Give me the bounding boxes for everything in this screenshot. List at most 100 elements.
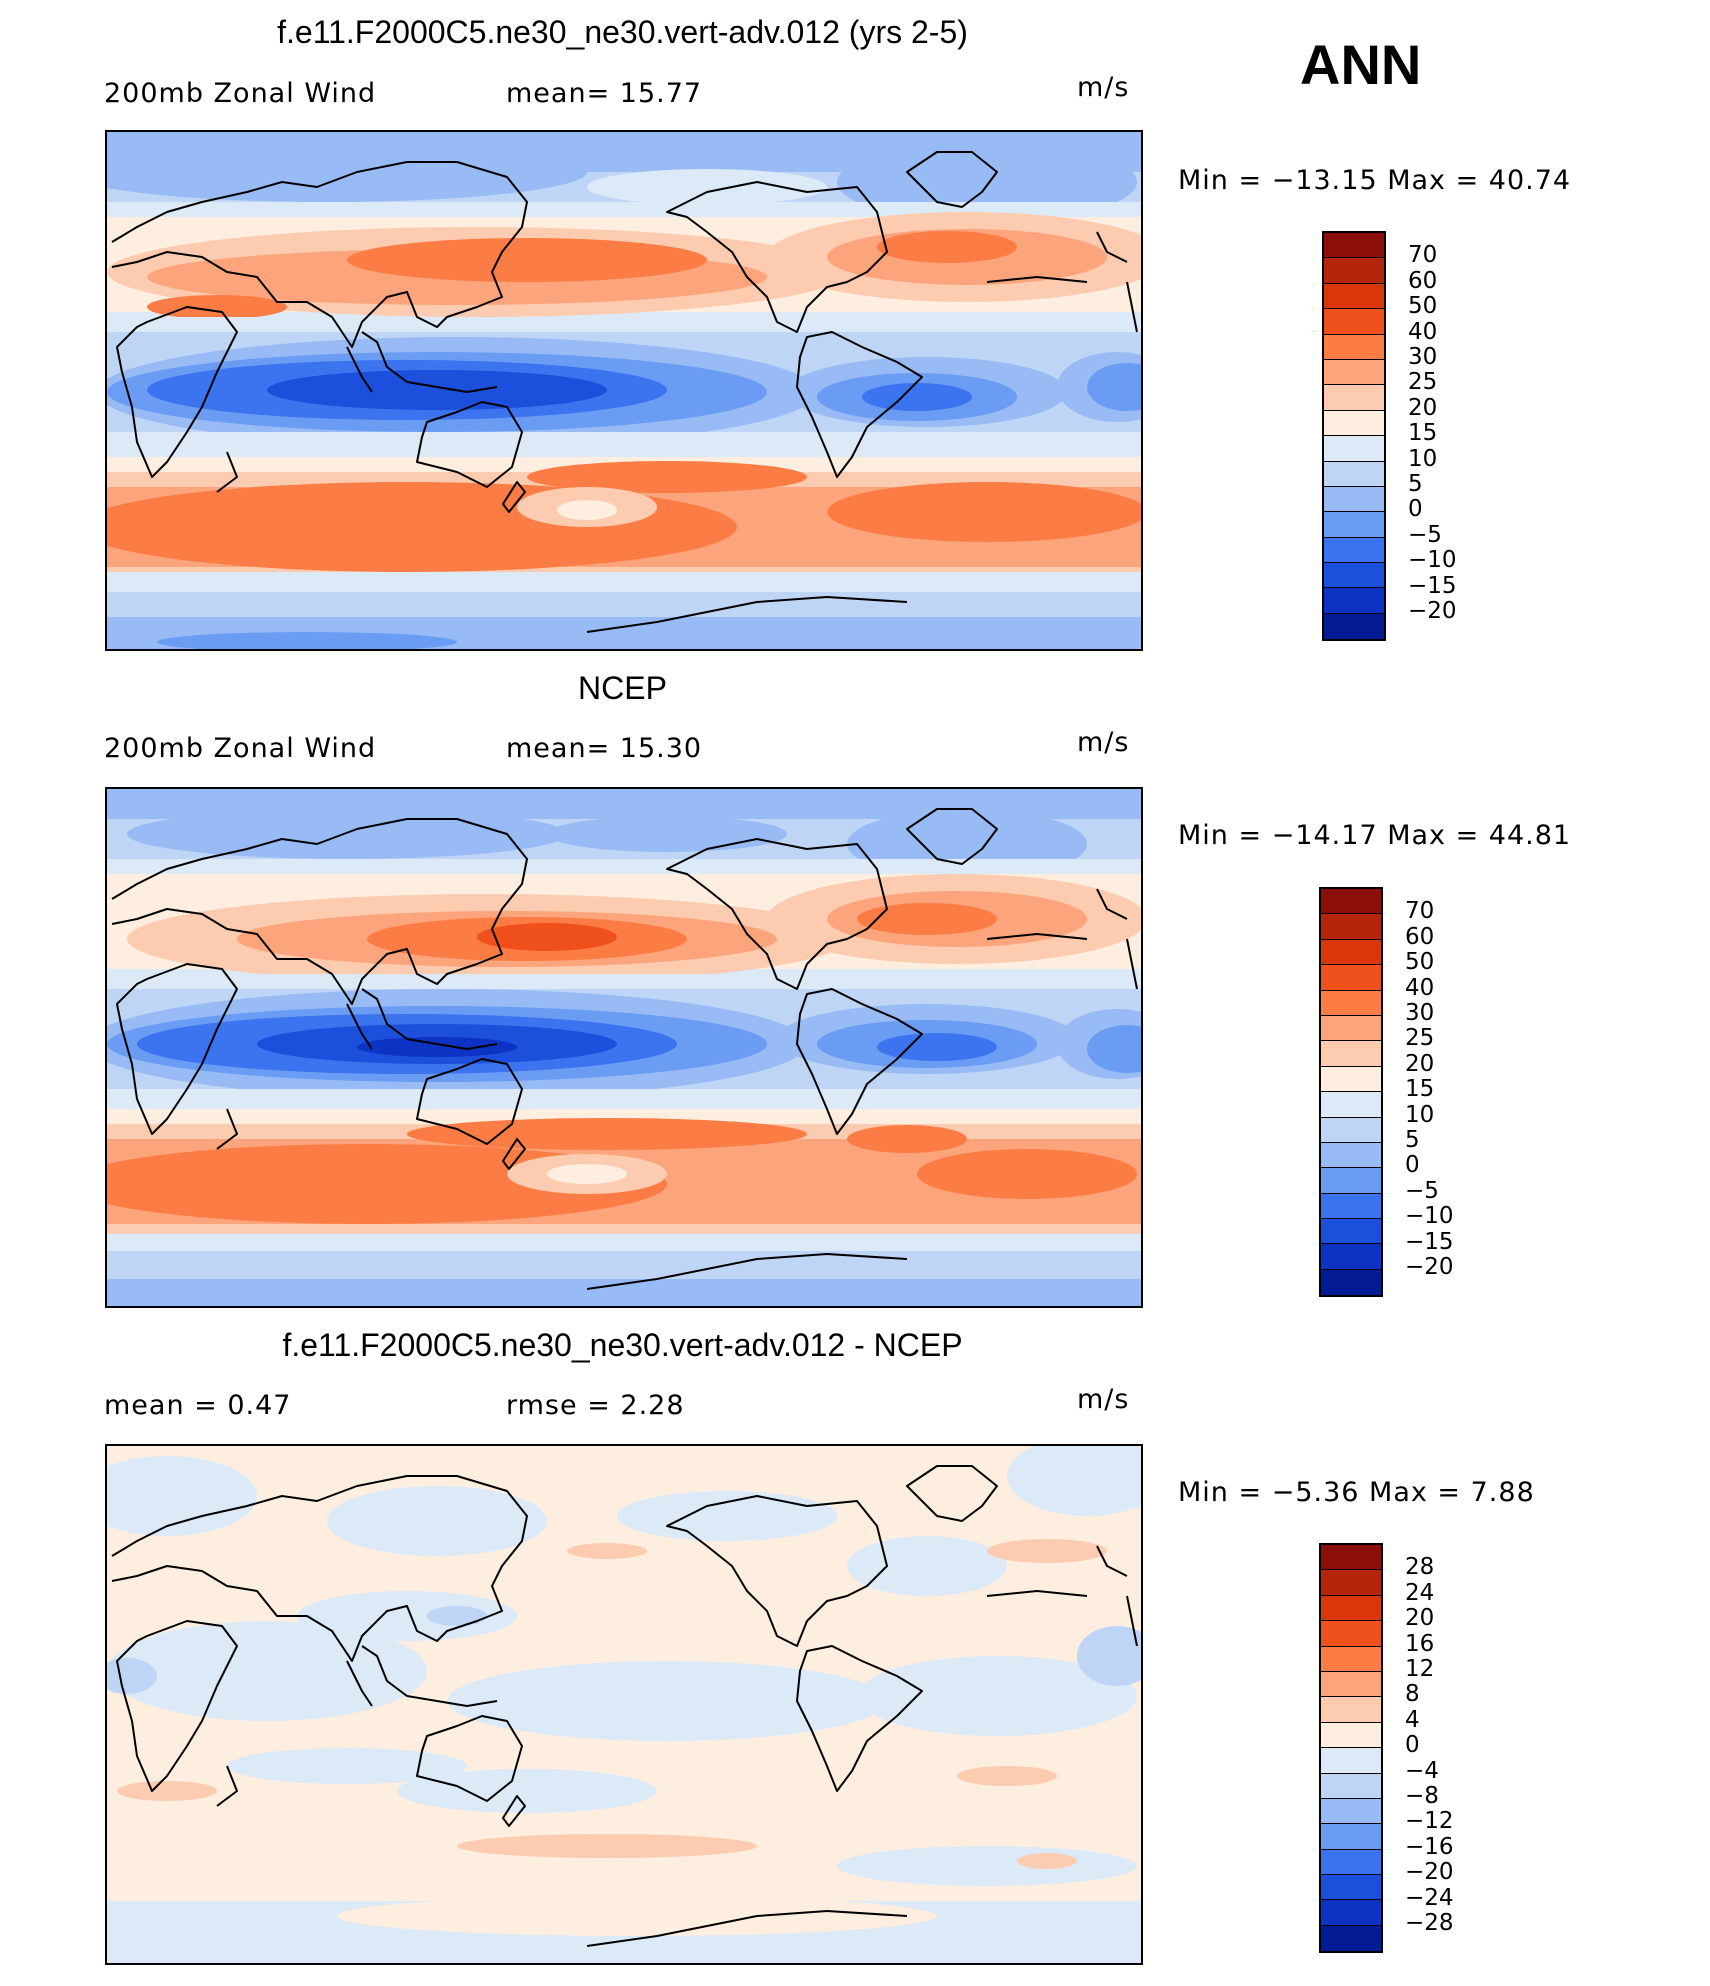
panel1-field-label: 200mb Zonal Wind [104,78,377,109]
colorbar-swatch [1321,1015,1381,1042]
colorbar-tick-label: 28 [1405,1554,1435,1581]
panel3-map [105,1444,1143,1965]
colorbar-tick-label: 30 [1408,344,1438,370]
colorbar-tick-label: 50 [1408,293,1438,320]
colorbar-swatch [1321,889,1381,915]
panel1-units: m/s [1077,72,1130,103]
panel2-title: NCEP [578,670,667,706]
season-label: ANN [1300,33,1422,96]
colorbar-swatch [1321,914,1381,940]
colorbar-tick-label: 20 [1405,1050,1435,1077]
colorbar-swatch [1321,1875,1381,1901]
colorbar-swatch [1324,563,1384,589]
colorbar-swatch [1321,1849,1381,1876]
colorbar-tick-label: 60 [1405,923,1435,950]
colorbar-tick-label: −15 [1405,1228,1454,1255]
colorbar-swatch [1321,1066,1381,1093]
colorbar-tick-label: 16 [1405,1630,1435,1657]
colorbar-swatch [1324,461,1384,487]
colorbar-tick-label: 5 [1408,471,1423,497]
colorbar-tick-label: −24 [1405,1884,1454,1911]
panel3-mean: mean = 0.47 [104,1390,292,1421]
colorbar-tick-label: −20 [1405,1254,1454,1280]
colorbar-tick-label: 20 [1408,394,1438,421]
panel3-colorbar [1319,1543,1383,1954]
colorbar-tick-label: 70 [1405,898,1435,925]
colorbar-swatch [1321,1722,1381,1749]
colorbar-swatch [1321,1244,1381,1270]
colorbar-swatch [1324,283,1384,310]
colorbar-tick-label: −5 [1408,521,1442,548]
colorbar-swatch [1321,1798,1381,1825]
colorbar-tick-label: 15 [1405,1076,1435,1103]
colorbar-swatch [1321,939,1381,966]
colorbar-swatch [1321,1041,1381,1067]
colorbar-swatch [1321,1193,1381,1220]
colorbar-swatch [1321,1219,1381,1245]
colorbar-tick-label: −10 [1408,547,1457,574]
colorbar-tick-label: −20 [1408,598,1457,624]
colorbar-tick-label: 20 [1405,1605,1435,1632]
colorbar-tick-label: 60 [1408,267,1438,294]
colorbar-swatch [1324,537,1384,564]
colorbar-swatch [1321,1545,1381,1571]
colorbar-tick-label: 40 [1408,318,1438,345]
panel1-minmax: Min = −13.15 Max = 40.74 [1178,165,1572,196]
colorbar-swatch [1324,233,1384,259]
colorbar-swatch [1321,1925,1381,1952]
colorbar-tick-label: −10 [1405,1203,1454,1230]
colorbar-tick-label: 15 [1408,420,1438,447]
colorbar-tick-label: 70 [1408,242,1438,269]
colorbar-swatch [1324,359,1384,386]
colorbar-tick-label: −20 [1405,1859,1454,1886]
colorbar-swatch [1324,436,1384,462]
colorbar-swatch [1321,1117,1381,1143]
panel2-colorbar [1319,887,1383,1298]
colorbar-tick-label: −5 [1405,1177,1439,1204]
colorbar-swatch [1321,1570,1381,1596]
colorbar-swatch [1321,1773,1381,1799]
colorbar-swatch [1321,1900,1381,1926]
panel2-minmax: Min = −14.17 Max = 44.81 [1178,820,1572,851]
colorbar-swatch [1324,613,1384,640]
colorbar-tick-label: 30 [1405,1000,1435,1026]
colorbar-swatch [1321,1646,1381,1672]
colorbar-tick-label: 0 [1408,496,1423,523]
colorbar-swatch [1324,258,1384,284]
colorbar-swatch [1321,1671,1381,1698]
colorbar-swatch [1324,512,1384,538]
panel1-title: f.e11.F2000C5.ne30_ne30.vert-adv.012 (yr… [277,14,968,50]
colorbar-tick-label: 0 [1405,1732,1420,1759]
colorbar-tick-label: 25 [1405,1025,1435,1052]
panel2-field-label: 200mb Zonal Wind [104,733,377,764]
colorbar-tick-label: 24 [1405,1579,1435,1606]
colorbar-tick-label: 8 [1405,1681,1420,1708]
colorbar-swatch [1321,1697,1381,1723]
panel2-units: m/s [1077,727,1130,758]
panel1-map [105,130,1143,651]
colorbar-tick-label: −4 [1405,1757,1439,1784]
colorbar-swatch [1324,309,1384,335]
colorbar-tick-label: 40 [1405,974,1435,1001]
colorbar-tick-label: −16 [1405,1833,1454,1860]
colorbar-tick-label: −28 [1405,1910,1454,1936]
colorbar-swatch [1324,385,1384,411]
colorbar-swatch [1321,1595,1381,1622]
panel3-units: m/s [1077,1384,1130,1415]
colorbar-swatch [1324,486,1384,513]
panel1-colorbar [1322,231,1386,642]
panel1-mean: mean= 15.77 [506,78,703,109]
colorbar-swatch [1321,1142,1381,1169]
colorbar-tick-label: −15 [1408,572,1457,599]
colorbar-tick-label: 25 [1408,369,1438,396]
panel3-rmse: rmse = 2.28 [506,1390,685,1421]
colorbar-swatch [1321,965,1381,991]
colorbar-swatch [1321,1168,1381,1194]
colorbar-swatch [1324,334,1384,360]
colorbar-swatch [1321,990,1381,1016]
colorbar-swatch [1321,1621,1381,1647]
colorbar-tick-label: 10 [1408,445,1438,472]
panel3-minmax: Min = −5.36 Max = 7.88 [1178,1477,1535,1508]
colorbar-tick-label: 50 [1405,949,1435,976]
colorbar-tick-label: −12 [1405,1808,1454,1835]
